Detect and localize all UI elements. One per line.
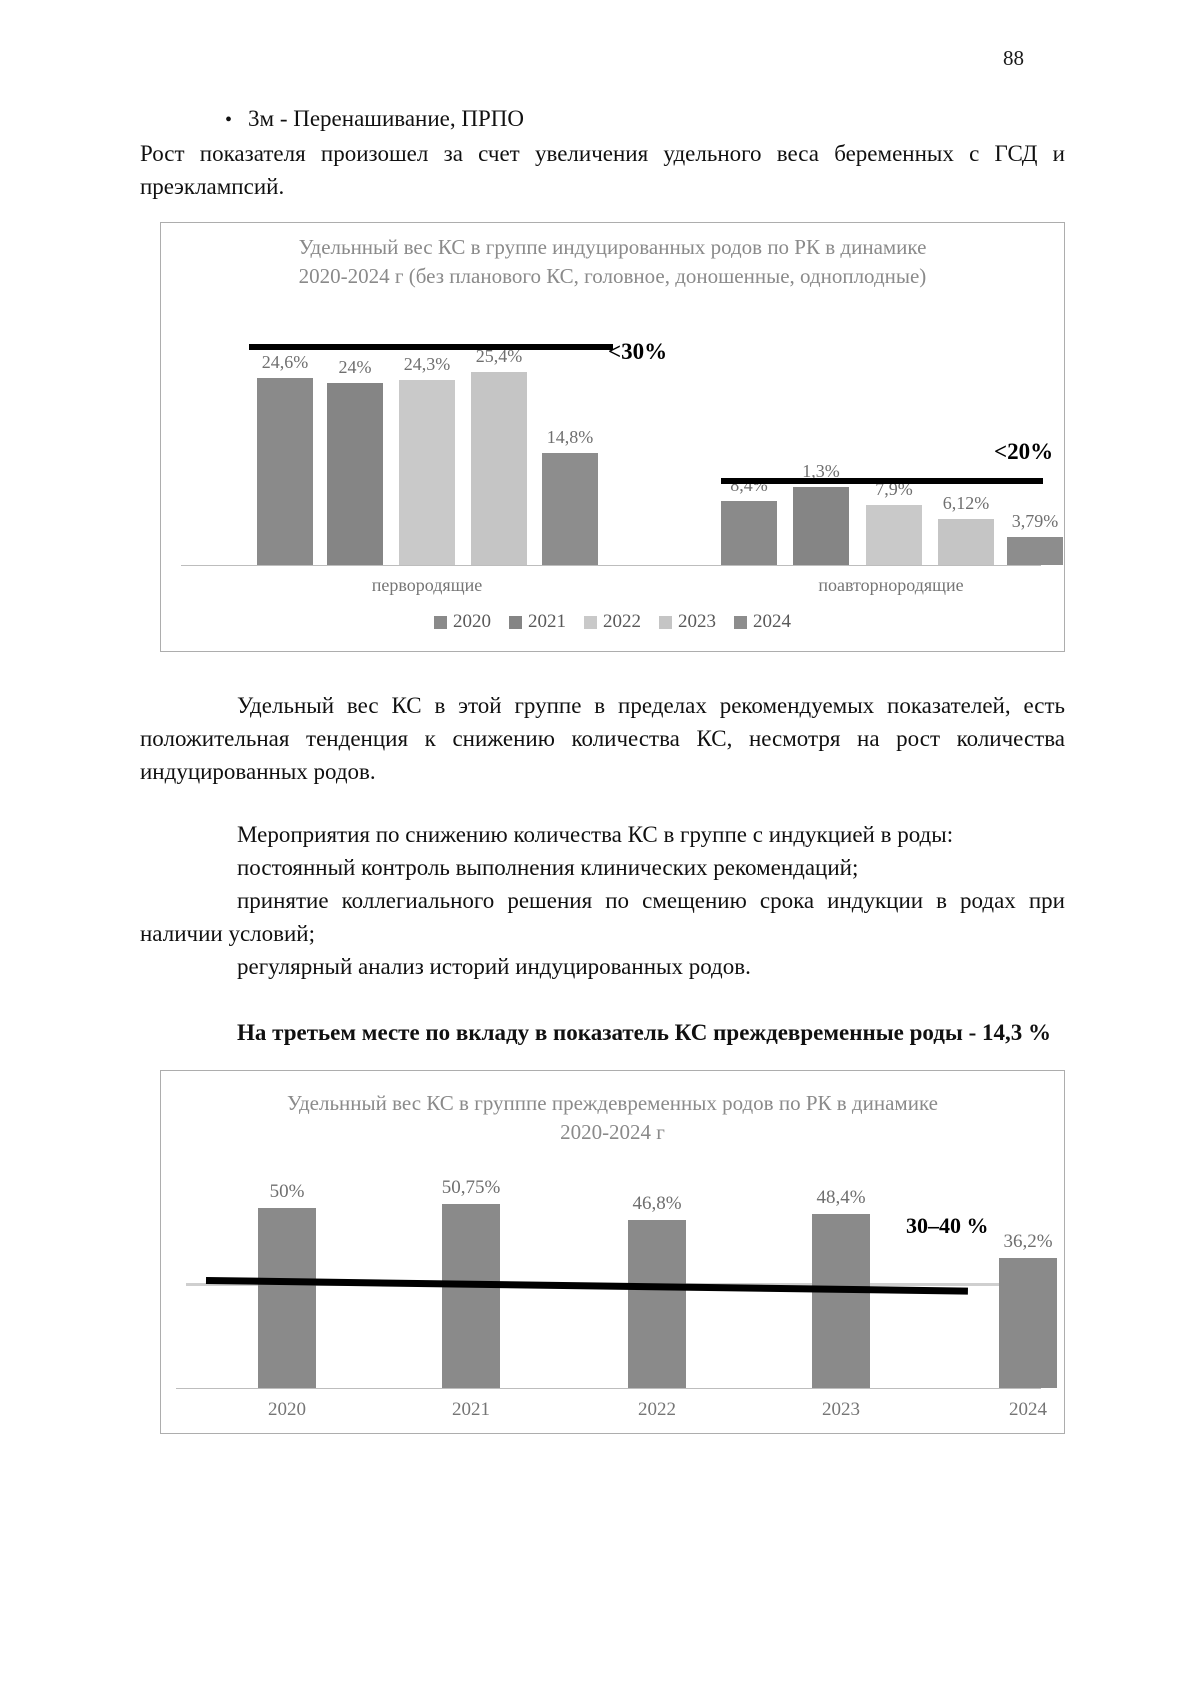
chart-preterm-births: Удельнный вес КС в групппе преждевременн… [160,1070,1065,1434]
bar-первородящие-2021 [327,383,383,565]
bar-value-label-первородящие-2023: 25,4% [475,346,523,366]
bar-value-label-первородящие-2020: 24,6% [261,352,309,372]
x-axis-label-2023: 2023 [822,1399,860,1420]
chart1-plot-area: 24,6% 24% 24,3% 25,4% 14,8% первородящие 8,4% 1… [161,223,1064,651]
bar-2022 [628,1220,686,1388]
x-axis-label-2024: 2024 [1009,1399,1047,1420]
legend-item-2023: 2023 [659,611,716,633]
x-axis-label-2022: 2022 [638,1399,676,1420]
chart1-axis-baseline [181,565,1041,566]
paragraph-meropriyatiya: Мероприятия по снижению количества КС в … [237,822,954,847]
bar-value-label-поавторнородящие-2021: 1,3% [802,461,840,481]
bar-первородящие-2023 [471,372,527,565]
threshold-line-30pct [249,344,613,350]
legend-item-2022: 2022 [584,611,641,633]
bar-первородящие-2024 [542,453,598,565]
chart2-axis-baseline [176,1388,1041,1389]
bar-2024 [999,1258,1057,1388]
legend-swatch-2022 [584,615,597,629]
bullet-text: 3м - Перенашивание, ПРПО [248,106,525,131]
bar-первородящие-2020 [257,378,313,565]
threshold-annotation-30pct: <30% [608,339,668,364]
bar-поавторнородящие-2024 [1007,537,1063,565]
chart2-title-line1: Удельнный вес КС в групппе преждевременн… [287,1091,938,1115]
legend-item-2021: 2021 [509,611,566,633]
legend-label-2022: 2022 [603,611,641,632]
x-axis-label-2021: 2021 [452,1399,490,1420]
bar-поавторнородящие-2023 [938,519,994,565]
target-annotation-30-40pct: 30–40 % [906,1213,989,1238]
bar-поавторнородящие-2022 [866,505,922,565]
bar-value-label-2020: 50% [269,1181,305,1202]
threshold-line-20pct [721,478,1043,484]
paragraph-udelny-ves: Удельный вес КС в этой группе в пределах… [140,693,1065,784]
threshold-annotation-20pct: <20% [994,439,1054,464]
chart2-title: Удельнный вес КС в групппе преждевременн… [161,1089,1064,1147]
chart1-legend: 2020 2021 2022 2023 2024 [161,611,1064,633]
bar-value-label-2023: 48,4% [816,1187,866,1208]
paragraph-third-place-bold: На третьем месте по вкладу в показатель … [237,1020,1052,1045]
chart2-title-line2: 2020-2024 г [560,1120,665,1144]
legend-label-2020: 2020 [453,611,491,632]
bar-value-label-первородящие-2024: 14,8% [546,427,594,447]
legend-swatch-2023 [659,615,672,629]
bar-поавторнородящие-2021 [793,487,849,565]
legend-item-2024: 2024 [734,611,791,633]
chart-induced-births: Удельнный вес КС в группе индуцированных… [160,222,1065,652]
bar-value-label-поавторнородящие-2023: 6,12% [942,493,990,513]
bar-2020 [258,1208,316,1388]
chart1-title: Удельнный вес КС в группе индуцированных… [161,233,1064,291]
chart1-title-line1: Удельнный вес КС в группе индуцированных… [298,235,927,259]
paragraph-regulyarny-analiz: регулярный анализ историй индуцированных… [237,954,751,979]
bar-value-label-2022: 46,8% [632,1193,682,1214]
legend-label-2023: 2023 [678,611,716,632]
category-label-поавторнородящие: поавторнородящие [818,575,964,595]
legend-swatch-2024 [734,615,747,629]
paragraph-prinyatie-resheniya: принятие коллегиального решения по смеще… [140,888,1065,946]
legend-label-2024: 2024 [753,611,791,632]
paragraph-growth: Рост показателя произошел за счет увелич… [140,141,1065,199]
bar-value-label-первородящие-2022: 24,3% [403,354,451,374]
legend-swatch-2021 [509,615,522,629]
legend-item-2020: 2020 [434,611,491,633]
bar-value-label-первородящие-2021: 24% [338,357,372,377]
bullet-icon: • [225,109,233,131]
bar-2023 [812,1214,870,1388]
bar-value-label-поавторнородящие-2022: 7,9% [875,479,913,499]
category-label-первородящие: первородящие [371,575,483,595]
bar-value-label-поавторнородящие-2024: 3,79% [1011,511,1059,531]
bullet-item: • 3м - Перенашивание, ПРПО [140,102,1065,137]
bar-поавторнородящие-2020 [721,501,777,565]
chart1-title-line2: 2020-2024 г (без планового КС, головное,… [298,264,927,288]
chart2-plot-area: 50% 2020 50,75% 2021 46,8% 2022 48,4% 2023 36,2%… [161,1071,1064,1433]
legend-label-2021: 2021 [528,611,566,632]
bar-value-label-2024: 36,2% [1003,1231,1053,1252]
document-content: • 3м - Перенашивание, ПРПО Рост показател… [140,102,1065,1434]
x-axis-label-2020: 2020 [268,1399,306,1420]
bar-первородящие-2022 [399,380,455,565]
bar-value-label-2021: 50,75% [441,1177,501,1198]
paragraph-postoyanny-kontrol: постоянный контроль выполнения клиническ… [237,855,859,880]
bar-2021 [442,1204,500,1388]
legend-swatch-2020 [434,615,447,629]
page-number: 88 [1003,46,1024,70]
